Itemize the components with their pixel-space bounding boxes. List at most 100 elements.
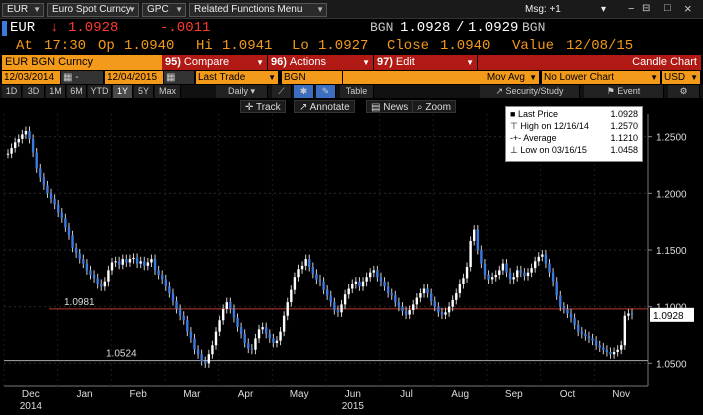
top-toolbar: EUR ▼ Euro Spot Curncy ▼ GPC ▼ Related Func… xyxy=(0,0,703,19)
pin-icon[interactable]: ⊟ xyxy=(642,3,651,14)
zoom-label: Zoom xyxy=(425,102,451,113)
settings-icon[interactable]: ✱ xyxy=(294,85,314,98)
candle-body xyxy=(429,293,433,301)
field-select-value: Last Trade xyxy=(198,72,246,83)
range-button-3d[interactable]: 3D xyxy=(23,85,45,98)
ticker-field[interactable]: EUR ▼ xyxy=(2,3,44,17)
start-date-field[interactable]: 12/03/2014 xyxy=(2,71,60,84)
line-chart-icon[interactable]: ⟋ xyxy=(272,85,292,98)
study-select[interactable]: Mov Avg ▼ xyxy=(343,71,539,84)
candle-body xyxy=(218,320,221,332)
candle-body xyxy=(200,354,203,362)
candle-body xyxy=(85,263,89,271)
range-button-5y[interactable]: 5Y xyxy=(134,85,154,98)
compare-button[interactable]: 95) Compare ▼ xyxy=(162,55,267,70)
related-functions-menu[interactable]: Related Functions Menu ▼ xyxy=(189,3,327,17)
range-button-1d[interactable]: 1D xyxy=(2,85,22,98)
end-date-value: 12/04/2015 xyxy=(107,72,158,83)
minimize-icon[interactable]: − xyxy=(628,3,635,15)
frequency-select[interactable]: Daily ▾ xyxy=(216,85,268,98)
lower-chart-select[interactable]: No Lower Chart ▼ xyxy=(542,71,660,84)
range-button-1y[interactable]: 1Y xyxy=(113,85,133,98)
field-select[interactable]: Last Trade ▼ xyxy=(196,71,278,84)
function-field[interactable]: GPC ▼ xyxy=(142,3,186,17)
candle-body xyxy=(31,138,35,153)
candle-body xyxy=(569,313,573,318)
candle-body xyxy=(519,270,523,273)
candle-body xyxy=(490,277,494,280)
actions-button[interactable]: 96) Actions ▼ xyxy=(268,55,373,70)
candle-body xyxy=(275,340,279,343)
candle-body xyxy=(580,331,583,334)
low-price: 1.0927 xyxy=(318,38,369,54)
candle-body xyxy=(609,352,612,355)
candle-body xyxy=(594,340,598,346)
event-button[interactable]: ⚑ Event xyxy=(584,85,664,98)
year-label: 2015 xyxy=(342,401,365,412)
low-label: Lo xyxy=(292,38,309,54)
candle-body xyxy=(178,308,182,316)
security-study-button[interactable]: ↗ Security/Study xyxy=(480,85,580,98)
candle-body xyxy=(308,259,311,267)
message-indicator[interactable]: Msg: +1 xyxy=(520,3,590,17)
close-icon[interactable]: × xyxy=(684,1,692,16)
range-button-6m[interactable]: 6M xyxy=(67,85,87,98)
maximize-icon[interactable]: □ xyxy=(664,2,671,14)
x-tick-label: Jun xyxy=(345,389,361,400)
zoom-button[interactable]: ⌕ Zoom xyxy=(412,100,456,113)
range-button-max[interactable]: Max xyxy=(155,85,181,98)
chevron-down-icon: ▼ xyxy=(268,73,276,82)
end-date-field[interactable]: 12/04/2015 xyxy=(105,71,163,84)
security-field[interactable]: Euro Spot Curncy ▼ xyxy=(47,3,139,17)
candle-body xyxy=(379,277,383,282)
edit-button[interactable]: 97) Edit ▼ xyxy=(374,55,477,70)
ticker-field-label: EUR xyxy=(7,4,29,15)
legend-last-label: Last Price xyxy=(517,109,558,119)
table-button[interactable]: Table xyxy=(340,85,374,98)
candle-body xyxy=(444,312,447,315)
edit-chart-icon[interactable]: ✎ xyxy=(316,85,336,98)
candle-body xyxy=(10,148,13,154)
track-button[interactable]: ✛ Track xyxy=(240,100,286,113)
year-label: 2014 xyxy=(20,401,43,412)
source-field[interactable]: BGN xyxy=(282,71,342,84)
related-functions-label: Related Functions Menu xyxy=(194,4,303,15)
candle-body xyxy=(146,262,150,266)
candle-body xyxy=(272,338,275,343)
news-button[interactable]: ▤ News xyxy=(366,100,414,113)
candle-body xyxy=(247,342,250,349)
candle-body xyxy=(257,329,261,339)
range-button-1m[interactable]: 1M xyxy=(46,85,66,98)
candle-body xyxy=(42,177,46,186)
window-menu-icon[interactable]: ▾ xyxy=(596,3,616,17)
candle-body xyxy=(196,349,200,355)
candle-body xyxy=(139,261,142,264)
candle-body xyxy=(53,199,56,205)
candle-body xyxy=(508,272,512,280)
candle-body xyxy=(523,272,526,277)
calendar-end-icon[interactable]: ▦ xyxy=(164,71,194,84)
candle-body xyxy=(322,281,325,290)
candle-body xyxy=(261,327,264,330)
candle-body xyxy=(559,295,562,307)
calendar-start-icon[interactable]: ▦ - xyxy=(61,71,103,84)
close-label: Close xyxy=(387,38,430,54)
candle-body xyxy=(591,338,594,341)
settings-gear-icon[interactable]: ⚙ xyxy=(668,85,700,98)
candle-body xyxy=(82,259,85,264)
candle-body xyxy=(386,286,390,294)
candle-body xyxy=(143,261,146,266)
candle-body xyxy=(311,267,315,274)
candle-body xyxy=(404,311,408,315)
value-date: 12/08/15 xyxy=(566,38,634,54)
candle-body xyxy=(340,304,343,313)
candle-body xyxy=(437,306,440,313)
candle-body xyxy=(204,361,207,364)
candle-body xyxy=(117,261,121,265)
currency-select[interactable]: USD ▼ xyxy=(662,71,700,84)
annotate-button[interactable]: ↗ Annotate xyxy=(294,100,355,113)
chart-legend[interactable]: ■ Last Price 1.0928 ⊤ High on 12/16/14 1.2… xyxy=(505,106,643,162)
range-button-ytd[interactable]: YTD xyxy=(88,85,112,98)
candle-body xyxy=(110,262,114,271)
x-tick-label: Oct xyxy=(560,389,576,400)
